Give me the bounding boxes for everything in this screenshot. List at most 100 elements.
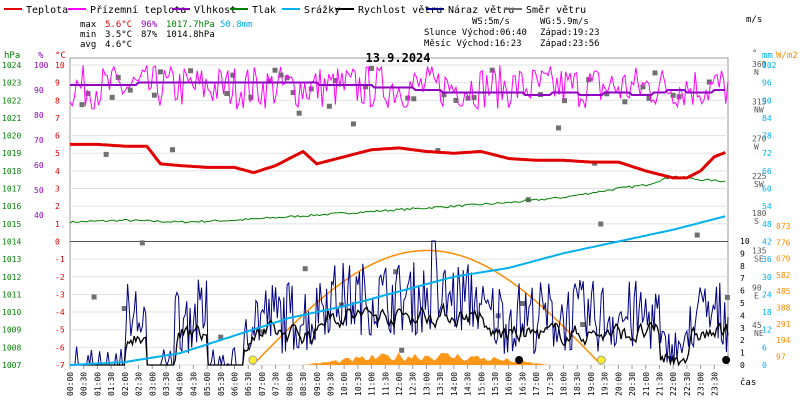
rain-line xyxy=(69,215,726,366)
x-tick-label: 11:00 xyxy=(368,372,377,396)
solar-tick-label: 97 xyxy=(776,352,786,361)
direction-tick-label: SE xyxy=(754,254,764,263)
wind-direction-mark xyxy=(598,221,604,227)
solar-tick-label: 582 xyxy=(776,271,791,280)
x-tick-label: 06:00 xyxy=(231,372,240,396)
wind-direction-mark xyxy=(363,84,369,90)
wind-tick-label: 9 xyxy=(740,249,745,258)
rain-tick-label: 72 xyxy=(762,149,772,158)
temp-tick-label: 2 xyxy=(55,202,60,211)
x-tick-label: 17:00 xyxy=(532,372,541,396)
wind-direction-mark xyxy=(646,95,652,101)
humidity-line xyxy=(70,81,726,96)
rain-tick-label: 24 xyxy=(762,290,772,299)
rain-tick-label: 78 xyxy=(762,132,772,141)
stats-block: max 5.6°C 96% 1017.7hPa 50.8mm min 3.5°C… xyxy=(80,17,600,50)
wind-direction-mark xyxy=(91,294,97,300)
pressure-tick-label: 1009 xyxy=(2,326,21,335)
rain-tick-label: 18 xyxy=(762,308,772,317)
pressure-tick-label: 1013 xyxy=(2,255,21,264)
legend-label: Směr větru xyxy=(526,4,586,16)
solar-tick-label: 873 xyxy=(776,222,791,231)
direction-tick-label: 270 xyxy=(752,135,767,144)
wind-direction-mark xyxy=(224,91,230,97)
x-tick-label: 21:30 xyxy=(655,372,664,396)
sun-moon-markers xyxy=(248,355,731,365)
wind-direction-mark xyxy=(109,94,115,100)
wind-direction-mark xyxy=(652,70,658,76)
temp-tick-label: 4 xyxy=(55,167,60,176)
x-tick-label: 08:00 xyxy=(285,372,294,396)
wind-tick-label: 5 xyxy=(740,299,745,308)
x-axis-labels: 00:00 00:30 01:00 01:30 02:00 02:30 03:00 03:30… xyxy=(66,365,719,396)
wind-direction-mark xyxy=(302,266,308,272)
x-tick-label: 05:00 xyxy=(203,372,212,396)
wind-direction-mark xyxy=(284,75,290,81)
stat-min-hum: 87% xyxy=(141,30,158,40)
pressure-tick-label: 1020 xyxy=(2,132,21,141)
humidity-tick-label: 80 xyxy=(34,111,44,120)
wind-direction-mark xyxy=(435,148,441,154)
wind-direction-mark xyxy=(230,72,236,78)
wind-direction-mark xyxy=(85,90,91,96)
direction-tick-label: W xyxy=(754,143,759,152)
wind-tick-label: 6 xyxy=(740,287,745,296)
x-tick-label: 19:00 xyxy=(587,372,596,396)
wind-tick-label: 10 xyxy=(740,237,750,246)
stat-max-label: max xyxy=(80,20,97,30)
pressure-tick-label: 1021 xyxy=(2,114,21,123)
wind-direction-mark xyxy=(218,334,224,340)
temperature-line xyxy=(70,142,726,180)
unit-mm: mm xyxy=(762,51,773,61)
legend-item-smer-vetru: Směr větru xyxy=(504,4,586,16)
wind-direction-mark xyxy=(411,96,417,102)
solar-tick-label: 194 xyxy=(776,336,791,345)
x-tick-label: 10:00 xyxy=(340,372,349,396)
plot-area xyxy=(69,57,729,366)
x-tick-label: 12:00 xyxy=(395,372,404,396)
x-tick-label: 13:00 xyxy=(422,372,431,396)
legend-label: Tlak xyxy=(252,5,276,16)
x-tick-label: 01:00 xyxy=(93,372,102,396)
x-tick-label: 22:30 xyxy=(683,372,692,396)
sunset-marker xyxy=(596,355,606,365)
wind-gust-info: WG:5.9m/s xyxy=(540,17,589,27)
wind-direction-mark xyxy=(556,125,562,131)
rain-tick-label: 6 xyxy=(762,343,767,352)
x-tick-label: 08:30 xyxy=(299,372,308,396)
temp-tick-label: -3 xyxy=(55,290,65,299)
legend-item-vlhkost: Vlhkost xyxy=(172,5,236,16)
x-tick-label: 14:30 xyxy=(464,372,473,396)
wind-tick-label: 7 xyxy=(740,274,745,283)
x-tick-label: 16:00 xyxy=(505,372,514,396)
direction-tick-label: S xyxy=(754,217,759,226)
unit-ms: m/s xyxy=(746,15,762,25)
humidity-tick-label: 60 xyxy=(34,161,44,170)
temp-tick-label: 1 xyxy=(55,220,60,229)
legend-label: Přízemní teplota xyxy=(90,4,186,16)
temp-tick-label: 0 xyxy=(55,237,60,246)
direction-tick-label: 315 xyxy=(752,97,767,106)
wind-direction-mark xyxy=(272,67,278,73)
wind-direction-mark xyxy=(694,232,700,238)
sunrise-marker xyxy=(248,355,258,365)
sunrise-info: Slunce Východ:06:40 xyxy=(424,28,527,38)
unit-headers: hPa % °C ° m/s mm W/m2 čas xyxy=(4,15,798,388)
wind-direction-mark xyxy=(622,99,628,105)
legend-item-teplota: Teplota xyxy=(4,5,68,16)
x-tick-label: 00:30 xyxy=(80,372,89,396)
stat-max-temp: 5.6°C xyxy=(105,20,132,30)
pressure-tick-label: 1017 xyxy=(2,185,21,194)
direction-tick-label: 360 xyxy=(752,60,767,69)
x-tick-label: 17:30 xyxy=(546,372,555,396)
wind-tick-label: 2 xyxy=(740,336,745,345)
x-tick-label: 23:30 xyxy=(710,372,719,396)
wind-direction-mark xyxy=(350,121,356,127)
rain-tick-label: 36 xyxy=(762,255,772,264)
temp-tick-label: -1 xyxy=(55,255,65,264)
temp-tick-label: -5 xyxy=(55,326,65,335)
humidity-tick-label: 100 xyxy=(34,61,49,70)
pressure-tick-label: 1010 xyxy=(2,308,21,317)
legend: Teplota Přízemní teplota Vlhkost Tlak Sr… xyxy=(4,4,586,16)
temp-tick-label: -6 xyxy=(55,343,65,352)
